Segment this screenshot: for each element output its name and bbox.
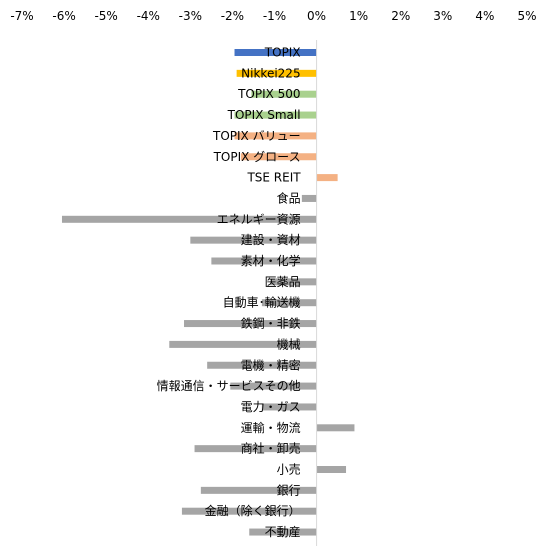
x-tick-label: 1% (349, 9, 368, 23)
bar (301, 194, 317, 202)
category-label: 小売 (277, 462, 301, 477)
bars-group (61, 49, 355, 536)
category-label: 商社・卸売 (241, 441, 301, 456)
category-label: TOPIX Small (227, 108, 301, 122)
bar (230, 382, 317, 390)
bar (261, 299, 317, 307)
category-label: 機械 (277, 336, 301, 351)
category-label: TSE REIT (246, 171, 301, 185)
bar (251, 90, 317, 98)
x-tick-label: 4% (475, 9, 494, 23)
category-label: TOPIX 500 (237, 87, 301, 101)
category-label: Nikkei225 (241, 66, 300, 80)
bar (316, 424, 355, 432)
category-label: TOPIX (264, 46, 301, 60)
category-label: 鉄鋼・非鉄 (241, 316, 301, 331)
category-label: 銀行 (277, 483, 301, 497)
x-tick-label: 3% (433, 9, 452, 23)
x-axis-ticks: -7% -6% -5% -4% -3% -2% -1% 0% 1% 2% 3% 4% 5% (10, 9, 536, 23)
bar (61, 215, 317, 223)
bar (270, 278, 317, 286)
bar (316, 466, 347, 473)
x-tick-label: -2% (221, 9, 244, 23)
category-label: 自動車･輸送機 (223, 295, 301, 310)
category-label: 素材・化学 (241, 253, 301, 268)
bar (234, 111, 317, 119)
bar (261, 403, 317, 411)
category-label: 運輸・物流 (241, 420, 301, 435)
x-tick-label: -5% (94, 9, 117, 23)
category-label: TOPIX グロース (213, 150, 301, 164)
x-tick-label: -7% (10, 9, 33, 23)
category-label: 情報通信・サービスその他 (157, 379, 301, 393)
category-label: 金融（除く銀行） (205, 503, 301, 518)
category-label: 電力・ガス (241, 400, 301, 414)
category-label: 電機・精密 (241, 357, 301, 372)
bar (169, 340, 317, 348)
category-label: 建設・資材 (241, 232, 301, 247)
bar (234, 132, 317, 140)
bar (236, 69, 317, 77)
x-tick-label: 0% (307, 9, 326, 23)
bar (316, 174, 338, 182)
x-tick-label: 2% (391, 9, 410, 23)
category-label: 食品 (277, 190, 301, 205)
bar (207, 361, 317, 369)
category-label: 医薬品 (265, 275, 301, 289)
bar (234, 49, 317, 56)
x-tick-label: 5% (517, 9, 536, 23)
bar (184, 320, 317, 328)
category-label: TOPIX バリュー (212, 129, 301, 143)
x-tick-label: -6% (52, 9, 75, 23)
bar (181, 507, 317, 515)
bar (240, 153, 317, 161)
bar (249, 528, 317, 536)
category-label: 不動産 (265, 524, 301, 539)
x-tick-label: -4% (137, 9, 160, 23)
category-labels: TOPIX Nikkei225 TOPIX 500 TOPIX Small TOPIX … (157, 46, 302, 540)
x-tick-label: -3% (179, 9, 202, 23)
bar (190, 236, 317, 244)
bar (200, 486, 317, 494)
x-tick-label: -1% (263, 9, 286, 23)
bar (194, 445, 317, 453)
bar (211, 257, 317, 265)
category-label: エネルギー資源 (217, 212, 301, 226)
